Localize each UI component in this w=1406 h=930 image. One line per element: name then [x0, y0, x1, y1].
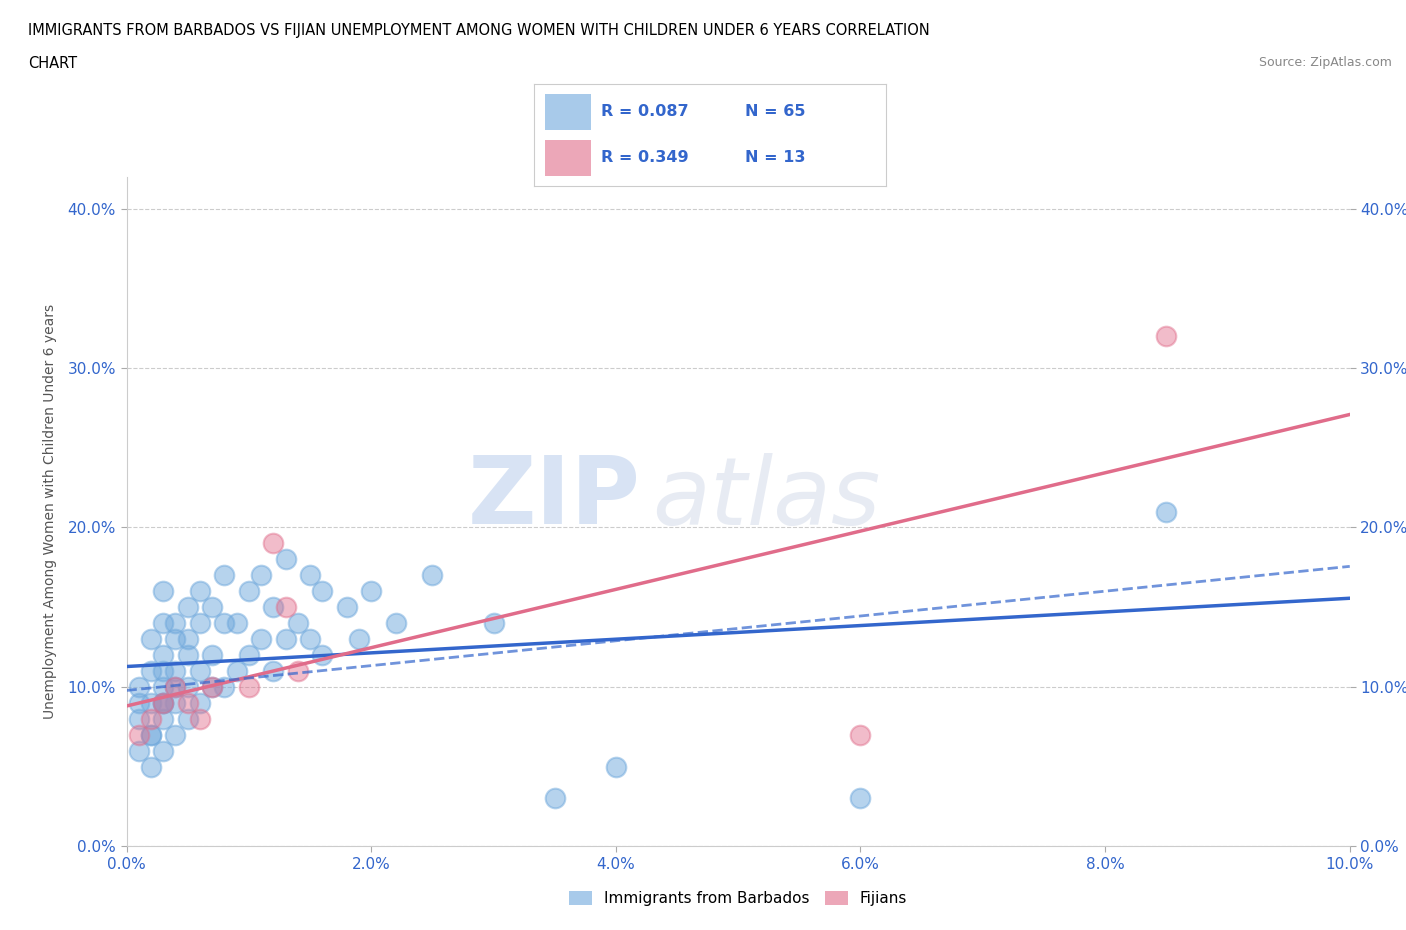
Point: [605, 759, 627, 774]
Point: [152, 696, 174, 711]
Point: [139, 663, 162, 678]
Text: atlas: atlas: [652, 453, 880, 544]
Point: [311, 647, 333, 662]
Point: [482, 616, 505, 631]
Point: [139, 696, 162, 711]
Point: [152, 647, 174, 662]
Point: [177, 680, 200, 695]
Point: [152, 616, 174, 631]
Y-axis label: Unemployment Among Women with Children Under 6 years: Unemployment Among Women with Children U…: [42, 304, 56, 719]
Point: [311, 584, 333, 599]
Point: [188, 616, 211, 631]
Point: [849, 727, 872, 742]
Point: [262, 536, 284, 551]
Point: [139, 711, 162, 726]
Point: [165, 631, 187, 646]
Text: Source: ZipAtlas.com: Source: ZipAtlas.com: [1258, 56, 1392, 69]
Point: [188, 584, 211, 599]
Point: [250, 568, 273, 583]
Point: [287, 616, 309, 631]
Point: [152, 584, 174, 599]
Point: [165, 727, 187, 742]
Point: [274, 551, 297, 566]
Point: [336, 600, 359, 615]
Point: [165, 680, 187, 695]
Point: [139, 759, 162, 774]
Point: [360, 584, 382, 599]
Point: [262, 663, 284, 678]
Point: [188, 711, 211, 726]
Point: [238, 584, 260, 599]
Point: [152, 696, 174, 711]
Point: [225, 616, 247, 631]
Text: CHART: CHART: [28, 56, 77, 71]
Point: [128, 711, 150, 726]
Legend: Immigrants from Barbados, Fijians: Immigrants from Barbados, Fijians: [562, 885, 914, 912]
Point: [1156, 504, 1178, 519]
Point: [299, 568, 322, 583]
Point: [201, 600, 224, 615]
Text: IMMIGRANTS FROM BARBADOS VS FIJIAN UNEMPLOYMENT AMONG WOMEN WITH CHILDREN UNDER : IMMIGRANTS FROM BARBADOS VS FIJIAN UNEMP…: [28, 23, 929, 38]
Point: [238, 680, 260, 695]
Point: [152, 696, 174, 711]
Point: [177, 631, 200, 646]
Point: [201, 680, 224, 695]
Point: [274, 600, 297, 615]
Point: [262, 600, 284, 615]
Point: [128, 727, 150, 742]
Point: [128, 696, 150, 711]
Point: [299, 631, 322, 646]
Point: [347, 631, 370, 646]
Point: [238, 647, 260, 662]
Text: R = 0.349: R = 0.349: [602, 151, 689, 166]
Point: [165, 680, 187, 695]
Point: [177, 647, 200, 662]
Point: [152, 711, 174, 726]
Point: [384, 616, 406, 631]
Point: [165, 616, 187, 631]
Point: [849, 791, 872, 806]
Point: [177, 600, 200, 615]
Point: [201, 647, 224, 662]
Point: [250, 631, 273, 646]
Point: [152, 743, 174, 758]
Text: N = 13: N = 13: [745, 151, 806, 166]
Text: R = 0.087: R = 0.087: [602, 104, 689, 119]
Point: [274, 631, 297, 646]
Point: [214, 616, 236, 631]
Point: [201, 680, 224, 695]
Point: [128, 680, 150, 695]
Point: [152, 680, 174, 695]
Point: [544, 791, 567, 806]
Bar: [544, 94, 591, 130]
Bar: [544, 140, 591, 176]
Point: [214, 568, 236, 583]
Point: [1156, 328, 1178, 343]
Point: [422, 568, 444, 583]
Point: [188, 663, 211, 678]
Point: [287, 663, 309, 678]
Point: [139, 727, 162, 742]
Point: [177, 711, 200, 726]
Point: [214, 680, 236, 695]
Point: [152, 663, 174, 678]
Point: [165, 696, 187, 711]
Point: [188, 696, 211, 711]
Point: [225, 663, 247, 678]
Text: ZIP: ZIP: [467, 452, 640, 544]
Point: [165, 663, 187, 678]
Point: [139, 727, 162, 742]
Point: [177, 696, 200, 711]
Point: [128, 743, 150, 758]
Text: N = 65: N = 65: [745, 104, 806, 119]
Point: [139, 631, 162, 646]
